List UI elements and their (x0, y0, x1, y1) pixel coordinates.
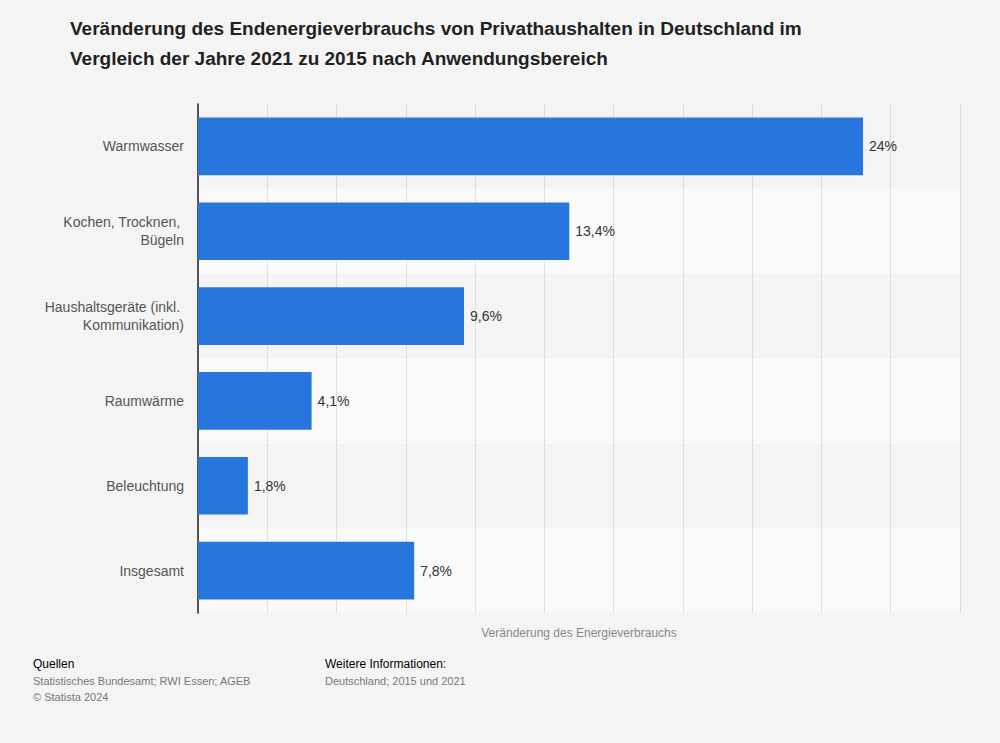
svg-text:Haushaltsgeräte (inkl.: Haushaltsgeräte (inkl. (45, 299, 184, 315)
svg-text:Beleuchtung: Beleuchtung (106, 478, 184, 494)
svg-text:Raumwärme: Raumwärme (105, 393, 185, 409)
svg-text:Warmwasser: Warmwasser (103, 138, 184, 154)
svg-text:Veränderung des Endenergieverb: Veränderung des Endenergieverbrauchs von… (70, 18, 807, 39)
svg-text:4,1%: 4,1% (318, 393, 350, 409)
svg-text:Insgesamt: Insgesamt (119, 563, 184, 579)
svg-text:9,6%: 9,6% (470, 308, 502, 324)
svg-text:Deutschland; 2015 und 2021: Deutschland; 2015 und 2021 (325, 675, 466, 687)
svg-text:Veränderung des Energieverbrau: Veränderung des Energieverbrauchs (481, 626, 676, 640)
svg-text:7,8%: 7,8% (420, 563, 452, 579)
svg-text:Kochen, Trocknen,: Kochen, Trocknen, (63, 214, 184, 230)
svg-text:1,8%: 1,8% (254, 478, 286, 494)
svg-text:Quellen: Quellen (33, 657, 74, 671)
svg-text:© Statista 2024: © Statista 2024 (33, 691, 108, 703)
svg-text:24%: 24% (869, 138, 897, 154)
svg-text:Bügeln: Bügeln (140, 232, 184, 248)
svg-text:13,4%: 13,4% (575, 223, 615, 239)
svg-text:Weitere Informationen:: Weitere Informationen: (325, 657, 446, 671)
svg-text:Kommunikation): Kommunikation) (83, 317, 184, 333)
svg-text:Statistisches Bundesamt; RWI E: Statistisches Bundesamt; RWI Essen; AGEB (33, 675, 250, 687)
svg-text:Vergleich der Jahre 2021 zu 20: Vergleich der Jahre 2021 zu 2015 nach An… (70, 48, 608, 69)
